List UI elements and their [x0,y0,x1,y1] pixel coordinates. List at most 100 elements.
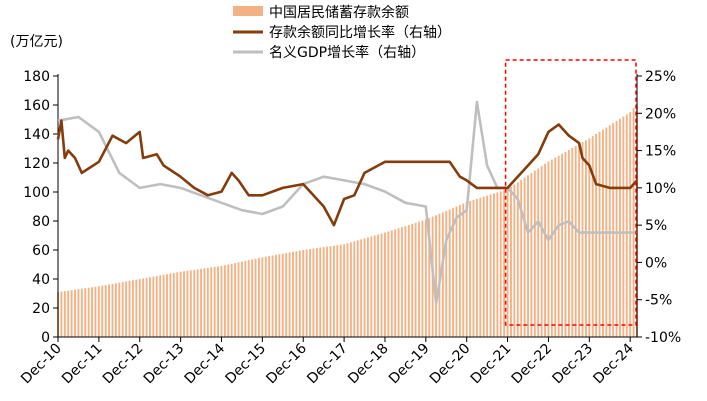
deposit-bar [574,146,577,337]
deposit-bar [418,221,420,337]
deposit-bar [373,235,376,337]
deposit-bar [404,226,407,337]
left-tick-label: 0 [41,330,50,346]
deposit-bar [329,246,332,337]
deposit-bar [281,253,284,338]
deposit-bar [104,285,107,337]
right-tick-label: 5% [645,218,667,234]
deposit-bar [486,195,489,338]
deposit-bar [445,210,448,337]
deposit-bar [223,265,226,337]
deposit-bar [540,166,543,337]
deposit-bar [465,202,468,337]
deposit-bar [206,267,209,337]
deposit-bar [625,114,628,338]
x-tick-label: Dec-23 [549,341,596,388]
deposit-bar [612,123,615,338]
deposit-bar [322,247,325,337]
left-tick-label: 120 [23,156,50,172]
x-tick-label: Dec-12 [100,341,147,388]
axes: 0 20 40 60 80 100 120 140 160 180 25% 20% 15% 10% 5% 0%… [10,34,681,387]
deposit-bar [162,274,165,337]
x-tick-label: Dec-21 [468,341,515,388]
deposit-bar [615,120,618,337]
deposit-bar [152,276,155,337]
deposit-bars [57,103,638,338]
x-tick-label: Dec-11 [59,341,106,388]
deposit-bar [305,249,308,337]
deposit-bar [247,260,250,337]
deposit-bar [475,198,478,337]
deposit-bar [370,236,373,337]
deposit-bar [424,219,427,337]
deposit-bar [60,291,63,337]
deposit-bar [367,237,369,337]
deposit-bar [598,131,601,337]
deposit-bar [571,148,574,337]
deposit-bar [275,254,277,337]
legend-swatch-bar [233,6,263,16]
deposit-bar [234,263,237,337]
deposit-bar [183,271,185,337]
deposit-bar [343,244,346,337]
deposit-bar [189,270,192,337]
deposit-bar [360,239,363,337]
left-tick-label: 140 [23,127,50,143]
deposit-bar [496,192,499,337]
deposit-bar [527,175,529,337]
deposit-bar [608,125,611,337]
deposit-bar [138,279,141,337]
deposit-bar [530,173,533,337]
deposit-bar [315,248,318,337]
deposit-bar [172,272,175,337]
deposit-growth-line [56,119,638,227]
deposit-bar [145,277,148,337]
deposit-bar [489,194,492,337]
deposit-bar [271,255,274,337]
deposit-bar [397,228,400,337]
x-tick-label: Dec-10 [18,341,65,388]
x-tick-label: Dec-24 [590,340,637,387]
deposit-bar [142,278,145,337]
deposit-bar [108,284,111,337]
deposit-bar [567,149,570,337]
deposit-bar [458,205,461,337]
deposit-bar [210,267,213,337]
right-tick-label: -10% [645,330,681,346]
deposit-bar [523,177,526,337]
deposit-bar [77,289,80,337]
deposit-bar [411,223,414,337]
deposit-bar [377,234,380,337]
deposit-bar [356,240,359,337]
x-tick-label: Dec-15 [223,341,270,388]
right-tick-label: 10% [645,181,676,197]
deposit-bar [63,291,66,337]
deposit-bar [149,277,151,337]
deposit-bar [237,262,240,337]
deposit-bar [588,138,591,337]
deposit-bar [114,283,117,337]
deposit-bar [394,229,397,337]
deposit-bar [339,244,342,337]
deposit-bar [479,197,482,337]
deposit-bar [118,282,121,338]
highlight-box [504,59,637,326]
deposit-bar [101,285,104,337]
deposit-bar [74,289,76,337]
deposit-bar [547,161,550,337]
deposit-bar [421,220,424,337]
deposit-bar [217,266,220,337]
deposit-bar [482,196,485,337]
deposit-bar [244,260,247,338]
deposit-bar [595,134,598,337]
deposit-bar [131,280,134,337]
deposit-bar [288,252,291,337]
deposit-bar [278,254,281,337]
deposit-bar [298,250,301,337]
deposit-bar [499,191,502,337]
deposit-bar [155,275,158,337]
deposit-bar [520,179,523,337]
deposit-bar [196,269,199,337]
deposit-bar [349,242,352,337]
left-tick-label: 180 [23,69,50,85]
